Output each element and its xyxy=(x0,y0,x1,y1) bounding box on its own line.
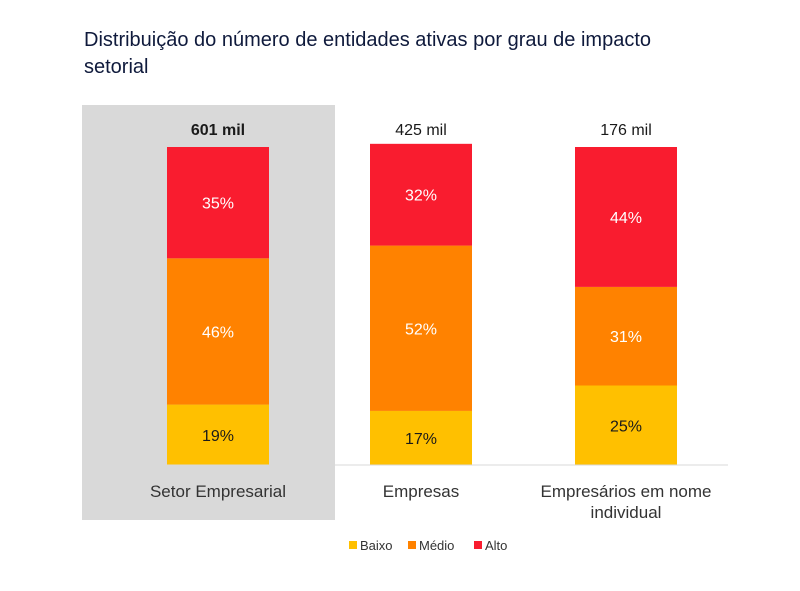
data-label: 17% xyxy=(405,431,437,448)
data-label: 46% xyxy=(202,324,234,341)
data-label: 19% xyxy=(202,428,234,445)
bar-segment-alto xyxy=(370,143,472,246)
data-label: 52% xyxy=(405,321,437,338)
chart-title: Distribuição do número de entidades ativ… xyxy=(84,29,651,78)
category-label: Empresas xyxy=(383,482,460,501)
total-label: 176 mil xyxy=(600,122,652,139)
data-label: 25% xyxy=(610,418,642,435)
bar-segment-médio xyxy=(370,245,472,411)
legend-swatch-médio xyxy=(408,541,416,549)
bar-segment-alto xyxy=(167,147,269,259)
total-label: 425 mil xyxy=(395,122,447,139)
bar-segment-alto xyxy=(575,147,677,287)
legend-entry-baixo: Baixo xyxy=(360,538,393,553)
total-label: 601 mil xyxy=(191,122,245,139)
data-label: 44% xyxy=(610,210,642,227)
category-label: Setor Empresarial xyxy=(150,482,286,501)
category-label: Empresários em nome xyxy=(540,482,711,501)
legend-entry-alto: Alto xyxy=(485,538,507,553)
bar-segment-médio xyxy=(575,286,677,386)
legend-swatch-baixo xyxy=(349,541,357,549)
legend-entry-médio: Médio xyxy=(419,538,454,553)
data-label: 31% xyxy=(610,329,642,346)
data-label: 35% xyxy=(202,196,234,213)
bar-segment-baixo xyxy=(575,385,677,465)
data-label: 32% xyxy=(405,188,437,205)
category-label: individual xyxy=(591,503,662,522)
bar-segment-baixo xyxy=(370,410,472,465)
bar-segment-baixo xyxy=(167,404,269,465)
legend-swatch-alto xyxy=(474,541,482,549)
bar-segment-médio xyxy=(167,258,269,405)
